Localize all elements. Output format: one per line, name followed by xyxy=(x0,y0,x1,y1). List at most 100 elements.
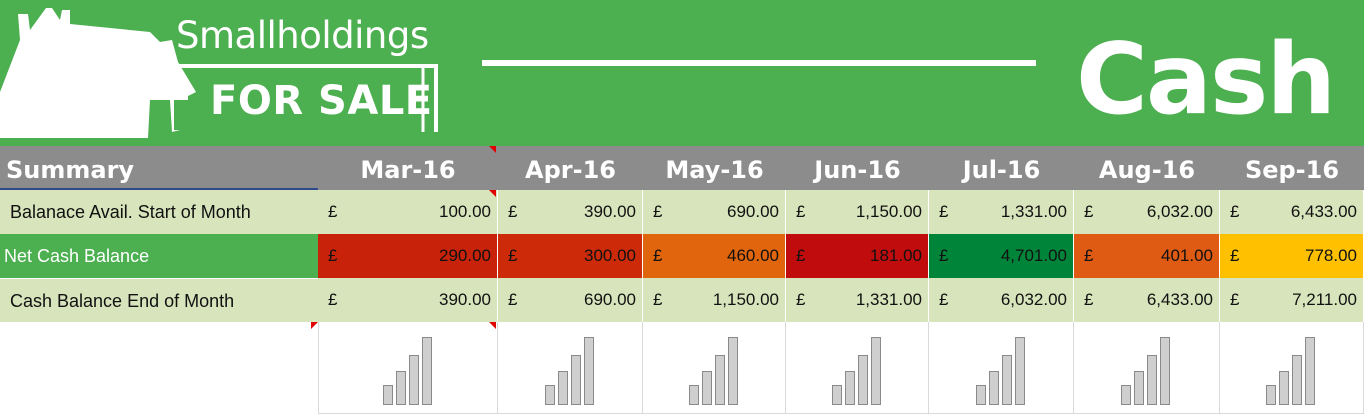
sparkline-bar xyxy=(1001,355,1012,405)
sparkline-bar xyxy=(1266,385,1276,405)
sparkline-bar xyxy=(988,371,999,405)
currency-symbol: £ xyxy=(508,290,518,309)
cell-value: 7,211.00 xyxy=(1292,290,1357,309)
currency-symbol: £ xyxy=(508,246,518,265)
table-cell[interactable]: £390.00 xyxy=(318,278,498,322)
month-header[interactable]: Sep-16 xyxy=(1244,156,1340,184)
table-cell[interactable]: £181.00 xyxy=(786,234,929,278)
cell-value: 181.00 xyxy=(870,246,922,265)
cell-value: 1,150.00 xyxy=(855,202,922,221)
cell-value: 1,150.00 xyxy=(712,290,779,309)
table-cell[interactable]: £4,701.00 xyxy=(929,234,1074,278)
row-label[interactable]: Net Cash Balance xyxy=(0,234,318,278)
sparkline-bar xyxy=(701,371,712,405)
cell-value: 390.00 xyxy=(439,290,491,309)
divider-line xyxy=(482,60,1036,66)
month-header[interactable]: Mar-16 xyxy=(360,156,456,184)
bar-chart-icon xyxy=(318,322,498,414)
header-underline xyxy=(0,188,318,190)
currency-symbol: £ xyxy=(508,202,518,221)
sparkline-bar xyxy=(1014,337,1025,405)
table-cell[interactable]: £1,331.00 xyxy=(786,278,929,322)
currency-symbol: £ xyxy=(939,202,949,221)
sparkline-bar xyxy=(857,355,868,405)
comment-indicator[interactable] xyxy=(311,322,318,329)
comment-indicator[interactable] xyxy=(489,190,496,197)
bar-chart-icon xyxy=(1220,322,1364,414)
currency-symbol: £ xyxy=(796,290,806,309)
month-header[interactable]: Aug-16 xyxy=(1098,156,1196,184)
table-cell[interactable]: £401.00 xyxy=(1074,234,1220,278)
sparkline-bar xyxy=(1305,337,1315,405)
currency-symbol: £ xyxy=(328,290,338,309)
sparkline-bar xyxy=(975,385,986,405)
row-label[interactable]: Cash Balance End of Month xyxy=(0,278,318,322)
cell-value: 300.00 xyxy=(584,246,636,265)
cell-value: 1,331.00 xyxy=(1000,202,1067,221)
table-cell[interactable]: £7,211.00 xyxy=(1220,278,1364,322)
sparkline-row xyxy=(0,322,1364,414)
brand-name: Smallholdings xyxy=(176,14,429,57)
sparkline-bar xyxy=(557,371,568,405)
table-cell[interactable]: £6,032.00 xyxy=(929,278,1074,322)
cell-value: 100.00 xyxy=(439,202,491,221)
sparkline-bar xyxy=(831,385,842,405)
table-cell[interactable]: £778.00 xyxy=(1220,234,1364,278)
sparkline-bar xyxy=(727,337,738,405)
sparkline-bar xyxy=(422,337,432,405)
table-cell[interactable]: £460.00 xyxy=(643,234,786,278)
table-cell[interactable]: £1,331.00 xyxy=(929,190,1074,234)
table-cell[interactable]: £6,433.00 xyxy=(1074,278,1220,322)
sparkline-bar xyxy=(688,385,699,405)
month-header[interactable]: May-16 xyxy=(665,156,764,184)
sparkline-bar xyxy=(570,355,581,405)
month-header[interactable]: Apr-16 xyxy=(525,156,616,184)
sparkline-bar xyxy=(1292,355,1302,405)
cell-value: 390.00 xyxy=(584,202,636,221)
currency-symbol: £ xyxy=(1230,246,1240,265)
table-cell[interactable]: £1,150.00 xyxy=(643,278,786,322)
currency-symbol: £ xyxy=(653,246,663,265)
cell-value: 6,032.00 xyxy=(1146,202,1213,221)
sparkline-bar xyxy=(1147,355,1157,405)
brand-frame xyxy=(172,64,438,132)
cell-value: 690.00 xyxy=(584,290,636,309)
month-header[interactable]: Jul-16 xyxy=(962,156,1041,184)
sparkline-bar xyxy=(1134,371,1144,405)
brand-tagline: FOR SALE xyxy=(210,78,433,124)
currency-symbol: £ xyxy=(1084,246,1094,265)
cell-value: 6,433.00 xyxy=(1146,290,1213,309)
table-cell[interactable]: £300.00 xyxy=(498,234,643,278)
table-row: Balanace Avail. Start of Month £100.00 £3… xyxy=(0,190,1364,234)
cell-value: 6,032.00 xyxy=(1000,290,1067,309)
sparkline-bar xyxy=(544,385,555,405)
cell-value: 6,433.00 xyxy=(1290,202,1357,221)
cell-value: 460.00 xyxy=(727,246,779,265)
comment-indicator[interactable] xyxy=(489,322,496,329)
cell-value: 778.00 xyxy=(1305,246,1357,265)
table-cell[interactable]: £6,433.00 xyxy=(1220,190,1364,234)
currency-symbol: £ xyxy=(1084,202,1094,221)
cell-value: 401.00 xyxy=(1161,246,1213,265)
table-row: Cash Balance End of Month £390.00 £690.00… xyxy=(0,278,1364,322)
bar-chart-icon xyxy=(929,322,1074,414)
table-cell[interactable]: £690.00 xyxy=(498,278,643,322)
table-cell[interactable]: £390.00 xyxy=(498,190,643,234)
cell-value: 4,701.00 xyxy=(1000,246,1067,265)
row-label[interactable]: Balanace Avail. Start of Month xyxy=(10,202,251,222)
bar-chart-icon xyxy=(786,322,929,414)
month-header[interactable]: Jun-16 xyxy=(814,156,901,184)
table-cell[interactable]: £100.00 xyxy=(318,190,498,234)
currency-symbol: £ xyxy=(1230,202,1240,221)
currency-symbol: £ xyxy=(796,246,806,265)
table-cell[interactable]: £6,032.00 xyxy=(1074,190,1220,234)
table-cell[interactable]: £690.00 xyxy=(643,190,786,234)
cell-value: 1,331.00 xyxy=(855,290,922,309)
currency-symbol: £ xyxy=(653,202,663,221)
table-cell[interactable]: £290.00 xyxy=(318,234,498,278)
table-cell[interactable]: £1,150.00 xyxy=(786,190,929,234)
comment-indicator[interactable] xyxy=(489,146,496,153)
currency-symbol: £ xyxy=(939,246,949,265)
sparkline-bar xyxy=(714,355,725,405)
sparkline-bar xyxy=(844,371,855,405)
